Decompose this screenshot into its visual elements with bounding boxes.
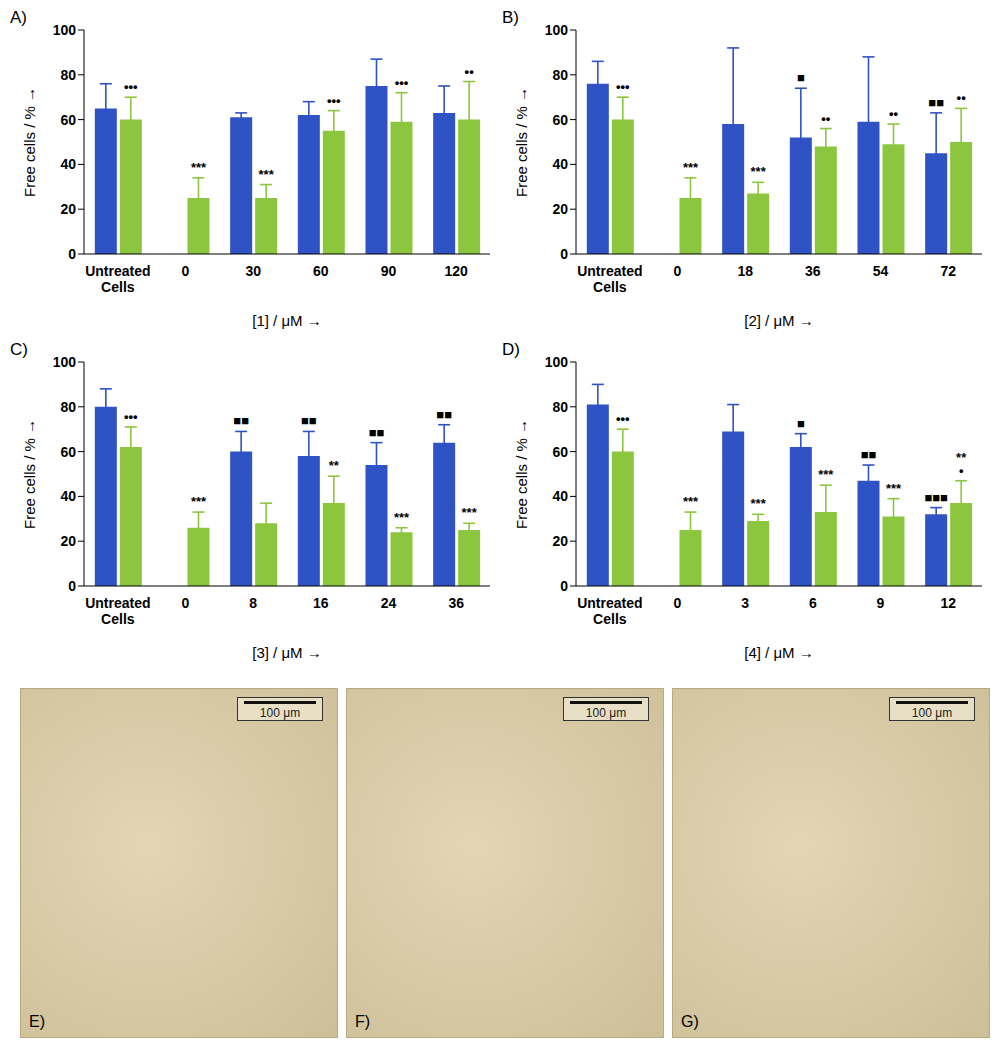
svg-text:■■: ■■ — [233, 413, 249, 428]
svg-text:20: 20 — [60, 201, 76, 217]
svg-text:UntreatedCells: UntreatedCells — [85, 263, 150, 295]
svg-text:36: 36 — [805, 263, 821, 279]
svg-text:60: 60 — [313, 263, 329, 279]
svg-text:•••: ••• — [616, 79, 630, 94]
svg-text:30: 30 — [245, 263, 261, 279]
svg-text:3: 3 — [741, 595, 749, 611]
svg-text:40: 40 — [552, 488, 568, 504]
html-text:100 μm: 100 μm — [259, 706, 301, 720]
svg-text:60: 60 — [552, 112, 568, 128]
html-text:B): B) — [502, 8, 519, 27]
svg-text:***: *** — [751, 496, 767, 511]
html-text:G): G) — [681, 1013, 699, 1030]
svg-text:9: 9 — [877, 595, 885, 611]
svg-text:••: •• — [465, 64, 475, 79]
svg-text:•••: ••• — [616, 411, 630, 426]
svg-text:Free cells / % →: Free cells / % → — [513, 419, 530, 529]
svg-text:***: *** — [751, 164, 767, 179]
svg-text:••: •• — [821, 111, 831, 126]
svg-text:20: 20 — [552, 533, 568, 549]
svg-text:■■: ■■ — [928, 95, 944, 110]
svg-text:0: 0 — [674, 595, 682, 611]
html-text:C): C) — [10, 340, 28, 359]
svg-text:[2] / μM →: [2] / μM → — [744, 312, 814, 329]
svg-text:■■: ■■ — [861, 447, 877, 462]
svg-text:***: *** — [683, 494, 699, 509]
svg-text:■■: ■■ — [369, 425, 385, 440]
svg-text:••: •• — [957, 90, 967, 105]
svg-text:***: *** — [886, 481, 902, 496]
svg-text:UntreatedCells: UntreatedCells — [577, 263, 642, 295]
svg-text:0: 0 — [68, 578, 76, 594]
svg-text:0: 0 — [182, 263, 190, 279]
svg-text:Free cells / % →: Free cells / % → — [513, 87, 530, 197]
svg-text:•••: ••• — [124, 409, 138, 424]
svg-text:100: 100 — [53, 22, 77, 38]
svg-text:100: 100 — [545, 354, 569, 370]
svg-text:Free cells / % →: Free cells / % → — [21, 419, 38, 529]
svg-text:•••: ••• — [395, 75, 409, 90]
svg-text:■■■: ■■■ — [924, 490, 948, 505]
svg-text:***: *** — [462, 505, 478, 520]
html-text:100 μm: 100 μm — [585, 706, 627, 720]
svg-text:0: 0 — [560, 246, 568, 262]
svg-text:UntreatedCells: UntreatedCells — [577, 595, 642, 627]
svg-text:■■: ■■ — [301, 413, 317, 428]
svg-text:24: 24 — [381, 595, 397, 611]
svg-text:120: 120 — [444, 263, 468, 279]
svg-text:18: 18 — [737, 263, 753, 279]
svg-text:40: 40 — [60, 488, 76, 504]
svg-text:[4] / μM →: [4] / μM → — [744, 644, 814, 661]
svg-text:***: *** — [394, 510, 410, 525]
svg-text:40: 40 — [552, 156, 568, 172]
svg-text:••: •• — [889, 106, 899, 121]
svg-text:40: 40 — [60, 156, 76, 172]
svg-text:72: 72 — [940, 263, 956, 279]
html-text:E): E) — [29, 1013, 45, 1030]
svg-text:100: 100 — [53, 354, 77, 370]
svg-text:**: ** — [329, 458, 340, 473]
svg-text:60: 60 — [552, 444, 568, 460]
svg-text:[3] / μM →: [3] / μM → — [252, 644, 322, 661]
svg-text:20: 20 — [60, 533, 76, 549]
svg-text:0: 0 — [182, 595, 190, 611]
svg-text:Free cells / % →: Free cells / % → — [21, 87, 38, 197]
svg-text:100: 100 — [545, 22, 569, 38]
svg-text:80: 80 — [552, 67, 568, 83]
svg-text:54: 54 — [873, 263, 889, 279]
svg-text:•: • — [959, 463, 964, 478]
svg-text:12: 12 — [940, 595, 956, 611]
svg-text:60: 60 — [60, 112, 76, 128]
svg-text:***: *** — [259, 167, 275, 182]
svg-text:80: 80 — [60, 67, 76, 83]
svg-text:■■: ■■ — [436, 407, 452, 422]
svg-text:UntreatedCells: UntreatedCells — [85, 595, 150, 627]
svg-text:60: 60 — [60, 444, 76, 460]
svg-text:•••: ••• — [124, 79, 138, 94]
svg-text:16: 16 — [313, 595, 329, 611]
svg-text:90: 90 — [381, 263, 397, 279]
html-text:A): A) — [10, 8, 27, 27]
svg-text:0: 0 — [560, 578, 568, 594]
svg-text:***: *** — [683, 160, 699, 175]
html-text:F): F) — [355, 1013, 371, 1030]
svg-text:0: 0 — [674, 263, 682, 279]
svg-text:0: 0 — [68, 246, 76, 262]
svg-text:***: *** — [191, 494, 207, 509]
svg-text:20: 20 — [552, 201, 568, 217]
svg-text:80: 80 — [552, 399, 568, 415]
svg-text:36: 36 — [448, 595, 464, 611]
svg-text:■: ■ — [797, 70, 805, 85]
svg-text:8: 8 — [249, 595, 257, 611]
html-text:100 μm: 100 μm — [911, 706, 953, 720]
svg-text:■: ■ — [797, 416, 805, 431]
svg-text:•••: ••• — [327, 93, 341, 108]
svg-text:80: 80 — [60, 399, 76, 415]
svg-text:6: 6 — [809, 595, 817, 611]
svg-text:***: *** — [191, 160, 207, 175]
svg-text:[1] / μM →: [1] / μM → — [252, 312, 322, 329]
html-text:D): D) — [502, 340, 520, 359]
svg-text:***: *** — [818, 467, 834, 482]
